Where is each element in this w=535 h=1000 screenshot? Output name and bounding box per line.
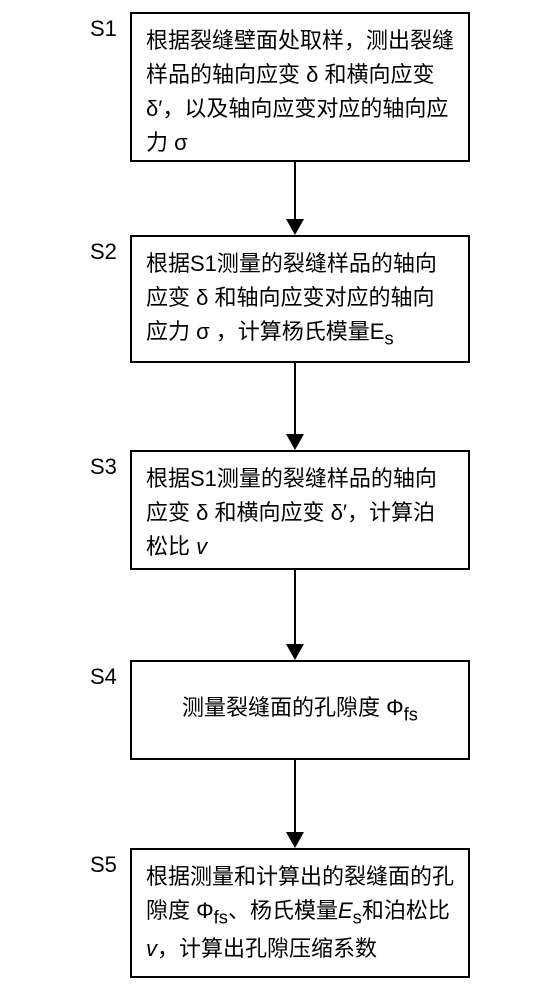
- step-text-s1: 根据裂缝壁面处取样，测出裂缝样品的轴向应变 δ 和横向应变 δ′，以及轴向应变对…: [146, 28, 454, 155]
- flow-step-s3: S3 根据S1测量的裂缝样品的轴向应变 δ 和横向应变 δ′，计算泊松比 v: [90, 450, 470, 570]
- step-box-s4: 测量裂缝面的孔隙度 Φfs: [130, 660, 470, 760]
- flow-step-s5: S5 根据测量和计算出的裂缝面的孔隙度 Φfs、杨氏模量Es和泊松比 v，计算出孔…: [90, 848, 470, 978]
- arrow-head-icon: [286, 832, 304, 848]
- step-text-s2: 根据S1测量的裂缝样品的轴向应变 δ 和轴向应变对应的轴向应力 σ ，计算杨氏模…: [146, 251, 437, 344]
- arrow-line: [294, 760, 296, 834]
- step-text-s3: 根据S1测量的裂缝样品的轴向应变 δ 和横向应变 δ′，计算泊松比 v: [146, 466, 437, 559]
- flow-step-s2: S2 根据S1测量的裂缝样品的轴向应变 δ 和轴向应变对应的轴向应力 σ ，计算杨…: [90, 235, 470, 363]
- arrow-line: [294, 570, 296, 646]
- step-box-s3: 根据S1测量的裂缝样品的轴向应变 δ 和横向应变 δ′，计算泊松比 v: [130, 450, 470, 570]
- step-box-s5: 根据测量和计算出的裂缝面的孔隙度 Φfs、杨氏模量Es和泊松比 v，计算出孔隙压…: [130, 848, 470, 978]
- flow-step-s1: S1 根据裂缝壁面处取样，测出裂缝样品的轴向应变 δ 和横向应变 δ′，以及轴向应…: [90, 12, 470, 162]
- step-label-s3: S3: [90, 450, 124, 480]
- step-label-s4: S4: [90, 660, 124, 690]
- arrow-head-icon: [286, 644, 304, 660]
- arrow-line: [294, 363, 296, 436]
- step-box-s2: 根据S1测量的裂缝样品的轴向应变 δ 和轴向应变对应的轴向应力 σ ，计算杨氏模…: [130, 235, 470, 363]
- flow-step-s4: S4 测量裂缝面的孔隙度 Φfs: [90, 660, 470, 760]
- step-text-s5: 根据测量和计算出的裂缝面的孔隙度 Φfs、杨氏模量Es和泊松比 v，计算出孔隙压…: [146, 864, 454, 961]
- arrow-line: [294, 162, 296, 221]
- step-label-s5: S5: [90, 848, 124, 878]
- step-label-s2: S2: [90, 235, 124, 265]
- step-text-s4: 测量裂缝面的孔隙度 Φfs: [182, 691, 418, 729]
- arrow-head-icon: [286, 434, 304, 450]
- arrow-head-icon: [286, 219, 304, 235]
- step-box-s1: 根据裂缝壁面处取样，测出裂缝样品的轴向应变 δ 和横向应变 δ′，以及轴向应变对…: [130, 12, 470, 162]
- step-label-s1: S1: [90, 12, 124, 42]
